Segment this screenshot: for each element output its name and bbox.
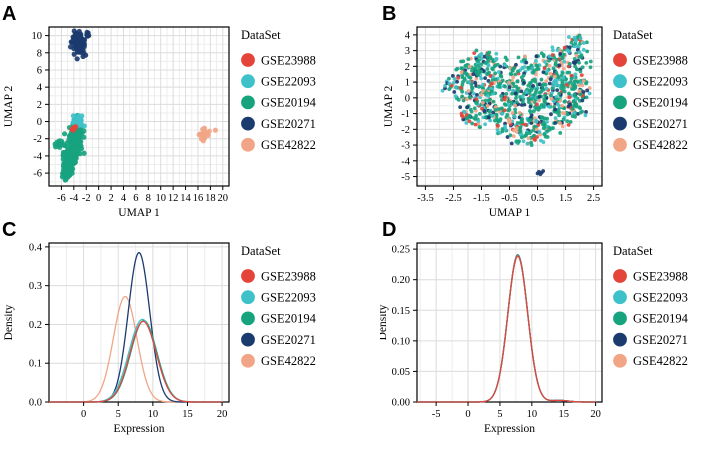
svg-text:15: 15 (182, 409, 193, 420)
svg-text:-6: -6 (33, 169, 42, 180)
svg-text:-1.5: -1.5 (473, 193, 490, 204)
svg-text:-1: -1 (401, 109, 410, 120)
svg-text:GSE20194: GSE20194 (633, 312, 689, 326)
svg-text:-2: -2 (82, 193, 91, 204)
svg-text:10: 10 (527, 409, 538, 420)
svg-text:0.20: 0.20 (392, 275, 410, 286)
svg-text:18: 18 (205, 193, 216, 204)
svg-text:GSE20194: GSE20194 (261, 96, 317, 110)
svg-text:2.5: 2.5 (587, 193, 600, 204)
svg-text:1: 1 (405, 78, 410, 89)
svg-text:4: 4 (121, 193, 127, 204)
svg-text:UMAP 2: UMAP 2 (3, 86, 15, 128)
svg-text:6: 6 (133, 193, 138, 204)
svg-text:-3.5: -3.5 (417, 193, 434, 204)
svg-text:GSE20194: GSE20194 (633, 96, 689, 110)
svg-text:0: 0 (405, 93, 410, 104)
svg-text:-2: -2 (33, 134, 42, 145)
svg-text:UMAP 2: UMAP 2 (383, 86, 395, 128)
svg-text:2: 2 (37, 100, 42, 111)
svg-text:10: 10 (155, 193, 166, 204)
svg-text:0.3: 0.3 (29, 281, 42, 292)
svg-text:-5: -5 (401, 172, 410, 183)
svg-text:GSE42822: GSE42822 (633, 354, 688, 368)
svg-text:GSE23988: GSE23988 (633, 269, 688, 283)
svg-text:DataSet: DataSet (613, 28, 653, 42)
svg-text:0.1: 0.1 (29, 359, 42, 370)
svg-text:0.0: 0.0 (29, 398, 42, 409)
svg-text:0: 0 (96, 193, 101, 204)
svg-text:4: 4 (37, 83, 43, 94)
svg-text:2: 2 (108, 193, 113, 204)
svg-text:Expression: Expression (113, 423, 164, 435)
svg-text:0.25: 0.25 (392, 245, 410, 256)
svg-text:C: C (2, 219, 16, 241)
svg-text:5: 5 (497, 409, 502, 420)
svg-text:20: 20 (218, 193, 229, 204)
svg-text:-4: -4 (69, 193, 78, 204)
svg-text:0.2: 0.2 (29, 320, 42, 331)
svg-text:0: 0 (37, 117, 42, 128)
svg-text:DataSet: DataSet (613, 244, 653, 258)
svg-text:0.5: 0.5 (531, 193, 544, 204)
svg-text:10: 10 (148, 409, 159, 420)
svg-text:GSE42822: GSE42822 (261, 354, 316, 368)
svg-text:-2: -2 (401, 125, 410, 136)
svg-text:15: 15 (558, 409, 569, 420)
svg-text:0: 0 (81, 409, 86, 420)
svg-text:Density: Density (380, 304, 389, 340)
svg-text:6: 6 (37, 65, 42, 76)
svg-text:-0.5: -0.5 (501, 193, 518, 204)
svg-text:0.4: 0.4 (29, 242, 43, 253)
svg-text:5: 5 (116, 409, 121, 420)
svg-text:Density: Density (3, 304, 15, 340)
svg-text:4: 4 (405, 30, 411, 41)
svg-text:GSE20271: GSE20271 (261, 333, 316, 347)
svg-text:20: 20 (590, 409, 601, 420)
svg-text:GSE20194: GSE20194 (261, 312, 317, 326)
svg-text:GSE23988: GSE23988 (261, 269, 316, 283)
svg-text:16: 16 (193, 193, 204, 204)
svg-text:-4: -4 (33, 151, 42, 162)
svg-text:-2.5: -2.5 (445, 193, 462, 204)
svg-text:0: 0 (465, 409, 470, 420)
svg-text:GSE20271: GSE20271 (633, 117, 688, 131)
svg-text:A: A (2, 3, 16, 25)
svg-text:-6: -6 (57, 193, 66, 204)
svg-text:20: 20 (217, 409, 228, 420)
svg-text:Expression: Expression (484, 423, 535, 435)
svg-text:D: D (382, 219, 396, 241)
svg-text:8: 8 (37, 48, 42, 59)
svg-text:GSE42822: GSE42822 (261, 138, 316, 152)
svg-text:GSE22093: GSE22093 (261, 75, 316, 89)
svg-text:0.15: 0.15 (392, 306, 410, 317)
svg-text:GSE23988: GSE23988 (633, 53, 688, 67)
svg-text:GSE23988: GSE23988 (261, 53, 316, 67)
svg-text:GSE20271: GSE20271 (633, 333, 688, 347)
svg-text:-5: -5 (432, 409, 441, 420)
svg-text:GSE22093: GSE22093 (633, 75, 688, 89)
svg-text:14: 14 (180, 193, 191, 204)
svg-text:12: 12 (168, 193, 179, 204)
svg-text:2: 2 (405, 62, 410, 73)
svg-text:GSE22093: GSE22093 (261, 291, 316, 305)
svg-text:-4: -4 (401, 156, 410, 167)
svg-text:8: 8 (146, 193, 151, 204)
svg-text:0.10: 0.10 (392, 336, 410, 347)
svg-text:DataSet: DataSet (241, 28, 281, 42)
svg-text:GSE22093: GSE22093 (633, 291, 688, 305)
svg-text:-3: -3 (401, 141, 410, 152)
svg-text:0.05: 0.05 (392, 367, 410, 378)
svg-text:GSE20271: GSE20271 (261, 117, 316, 131)
svg-text:1.5: 1.5 (559, 193, 572, 204)
svg-text:GSE42822: GSE42822 (633, 138, 688, 152)
svg-text:B: B (382, 3, 396, 25)
svg-text:DataSet: DataSet (241, 244, 281, 258)
svg-text:3: 3 (405, 46, 410, 57)
svg-text:10: 10 (32, 31, 43, 42)
svg-text:0.00: 0.00 (392, 398, 410, 409)
